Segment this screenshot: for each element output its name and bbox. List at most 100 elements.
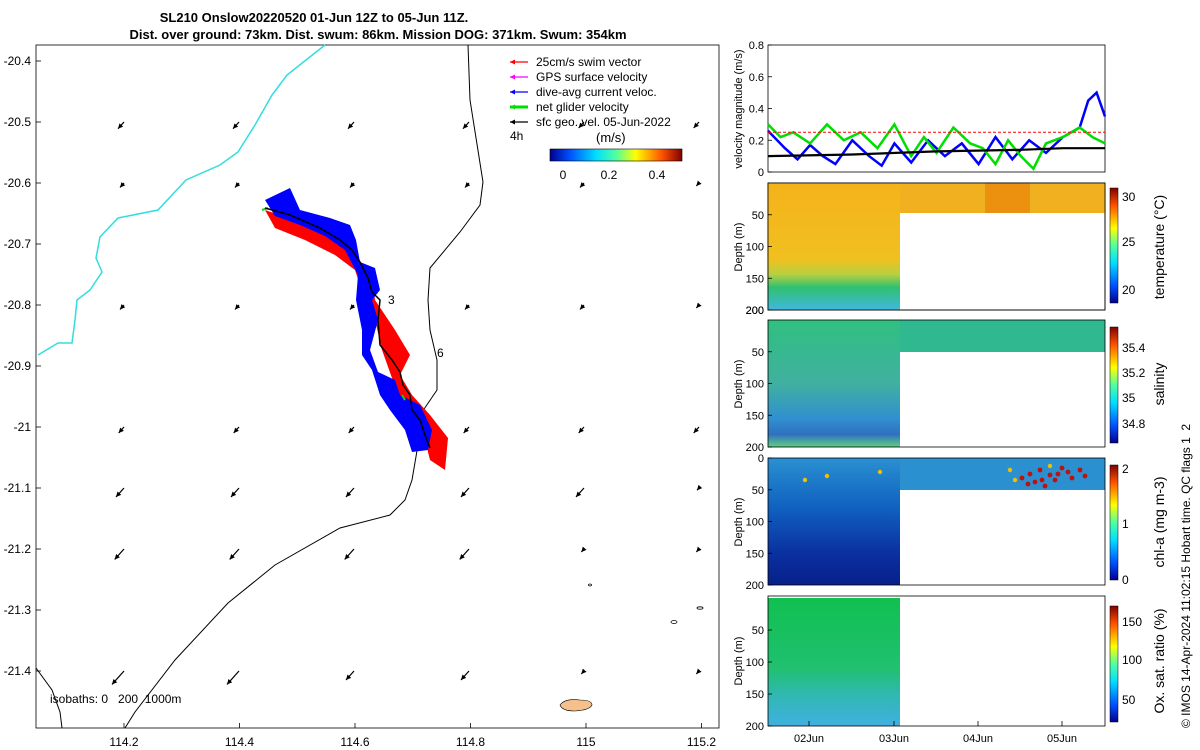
chla-cbar-tick-0: 2 [1122,462,1129,476]
coastline [37,44,326,356]
geo-arrow-head [461,491,467,497]
track-label-6: 6 [437,346,444,360]
geo-arrow-head [696,668,702,674]
map-y-tick-label: -20.7 [4,237,32,251]
map-x-tick-label: 115 [576,735,595,749]
map-y-tick-label: -20.9 [4,359,32,373]
oxygen-y-axis: 50 100 150 200 [746,625,772,733]
chla-hotspot-dot [1012,477,1018,483]
reef-small-3 [588,583,592,587]
geostrophic-arrows [111,121,703,685]
chla-cbar-tick-1: 1 [1122,517,1129,531]
legend-swatch-head [510,59,515,65]
chla-hotspot-dot [1037,467,1043,473]
geo-arrow-head [693,427,699,433]
temperature-cbar-tick-1: 25 [1122,235,1136,249]
time-x-tick-label: 05Jun [1047,733,1077,745]
velocity-y-tick-label: 0.2 [749,135,764,147]
geo-arrow-head [350,304,356,310]
oxygen-cbar-label: Ox. sat. ratio (%) [1151,608,1167,713]
velocity-y-axis: 0 0.2 0.4 0.6 0.8 [749,40,772,179]
geo-arrow-head [229,554,235,560]
geo-arrow-head [581,668,587,674]
geo-arrow-head [459,554,465,560]
velocity-panel: 0 0.2 0.4 0.6 0.8 velocity magnitude (m/s) [733,40,1107,179]
chla-hotspot-dot [1025,481,1031,487]
legend-swatch-head [510,74,515,80]
velocity-ylabel: velocity magnitude (m/s) [733,49,745,168]
geo-arrow-head [461,674,467,680]
chla-hotspots [802,463,1088,489]
depth-tick-label: 150 [746,548,764,560]
depth-tick-label: 100 [746,657,764,669]
chla-cbar-tick-2: 0 [1122,573,1129,587]
geo-arrow-head [114,554,120,560]
depth-tick-label: 150 [746,689,764,701]
chla-hotspot-dot [1047,463,1053,469]
depth-tick-label: 150 [746,410,764,422]
salinity-cbar-tick-0: 35.4 [1122,341,1146,355]
chla-panel: 0 50 100 150 200 Depth (m) 2 1 0 chl-a (mg m… [733,453,1167,592]
figure-title-line2: Dist. over ground: 73km. Dist. swum: 86k… [129,27,626,42]
map-x-tick-label: 114.8 [456,735,485,749]
geo-arrow-head [465,304,471,310]
geo-arrow-head [120,304,126,310]
chla-hotspot-dot [1047,472,1053,478]
depth-tick-label: 100 [746,379,764,391]
geo-arrow-head [235,182,241,188]
geo-arrow-head [116,491,122,497]
speed-colorbar [549,148,683,162]
depth-tick-label: 0 [758,453,764,465]
depth-tick-label: 200 [746,305,764,317]
salinity-field-shallow [900,320,1105,352]
chla-colorbar [1109,464,1119,581]
legend-label: 25cm/s swim vector [536,55,641,69]
geo-arrow-head [227,679,233,685]
geo-arrow-head [581,546,587,552]
velocity-series-line [767,122,1106,171]
geo-arrow-head [344,554,350,560]
reef-small-2 [696,606,704,610]
chla-hotspot-dot [802,477,808,483]
geo-arrow-head [348,427,354,433]
oxygen-cbar-tick-2: 50 [1122,693,1136,707]
map-y-tick-label: -21.2 [4,542,32,556]
map-y-tick-label: -21.3 [4,603,32,617]
geo-arrow-head [580,182,586,188]
temperature-cbar-tick-2: 20 [1122,283,1136,297]
geo-arrow-head [696,180,702,186]
geo-arrow-head [693,122,699,128]
time-x-tick-label: 02Jun [794,733,824,745]
reef-small-1 [670,620,678,624]
geo-arrow-head [118,123,124,129]
salinity-colorbar [1109,326,1119,444]
salinity-cbar-tick-2: 35 [1122,391,1136,405]
depth-tick-label: 200 [746,580,764,592]
chla-hotspot-dot [824,473,830,479]
geo-arrow-head [696,546,702,552]
geo-arrow-head [112,679,118,685]
map-x-tick-label: 114.6 [340,735,369,749]
chla-ylabel: Depth (m) [733,498,745,547]
depth-tick-label: 150 [746,273,764,285]
colorbar-tick-0: 0 [560,168,567,182]
geo-arrow-head [350,182,356,188]
figure-title-line1: SL210 Onslow20220520 01-Jun 12Z to 05-Ju… [160,10,469,25]
geo-arrow-head [118,427,124,433]
map-y-tick-label: -21 [14,420,32,434]
chla-y-axis: 0 50 100 150 200 [746,453,772,592]
track-current-envelope [265,188,432,452]
isobaths-note: isobaths: 0 200 1000m [50,692,181,706]
oxygen-cbar-tick-1: 100 [1122,653,1142,667]
chla-hotspot-dot [1007,467,1013,473]
salinity-field-deep [768,320,900,447]
legend-label: GPS surface velocity [536,70,647,84]
depth-tick-label: 100 [746,242,764,254]
salinity-cbar-tick-1: 35.2 [1122,366,1146,380]
map-y-tick-label: -21.1 [4,481,32,495]
geo-arrow-head [231,491,237,497]
